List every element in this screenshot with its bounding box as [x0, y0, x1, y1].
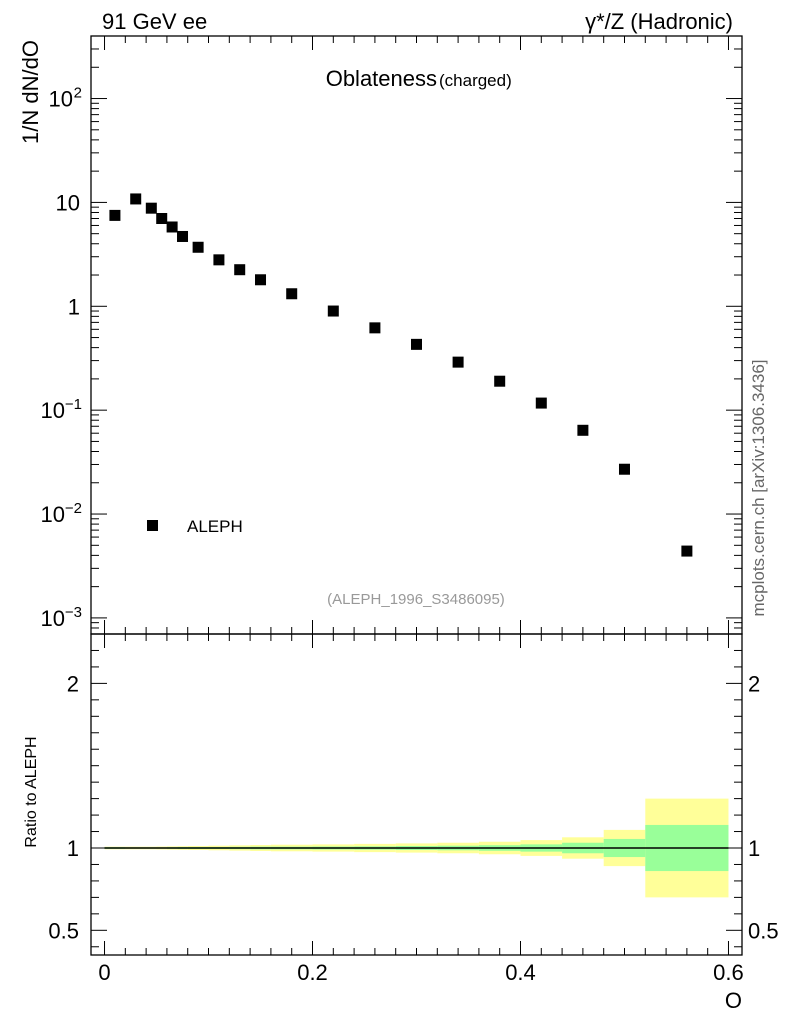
data-point: [145, 202, 157, 214]
header-process: γ*/Z (Hadronic): [585, 9, 733, 34]
main-plot-frame: [90, 35, 743, 635]
y-tick-label: 10: [56, 190, 80, 215]
data-point: [234, 264, 246, 276]
legend-label: ALEPH: [187, 517, 243, 536]
header-energy: 91 GeV ee: [102, 9, 207, 34]
ratio-plot-frame: [90, 633, 743, 956]
plot-subtitle: (charged): [439, 71, 512, 90]
y-tick-label: 10: [41, 502, 65, 527]
y-tick-label: 1: [68, 294, 80, 319]
ratio-axis-title: Ratio to ALEPH: [23, 736, 40, 847]
plot-title: Oblateness: [326, 66, 437, 91]
ratio-plot-axes: 0 0.2 0.4 0.60.5 0.51 12 2: [48, 633, 779, 985]
data-markers: [109, 193, 693, 557]
data-point: [177, 230, 189, 242]
y-tick-label: 10: [49, 87, 73, 112]
x-axis-title: O: [725, 988, 742, 1013]
data-point: [577, 424, 589, 436]
y-tick-exponent: 2: [74, 85, 82, 102]
data-point: [494, 375, 506, 387]
data-point: [327, 305, 339, 317]
y-tick-exponent: −2: [65, 500, 82, 517]
x-tick-label: 0.4: [505, 960, 536, 985]
data-point: [130, 193, 142, 205]
data-point: [192, 241, 204, 253]
data-point: [369, 322, 381, 334]
ratio-tick-label-right: 0.5: [748, 918, 779, 943]
legend-marker: [147, 520, 158, 531]
x-tick-label: 0.6: [713, 960, 744, 985]
data-point: [109, 209, 121, 221]
ratio-tick-label-left: 2: [67, 671, 79, 696]
ratio-tick-label-left: 1: [67, 836, 79, 861]
data-point: [286, 288, 298, 300]
data-point: [535, 397, 547, 409]
analysis-id: (ALEPH_1996_S3486095): [327, 591, 505, 608]
x-tick-label: 0: [98, 960, 110, 985]
ratio-tick-label-right: 1: [748, 836, 760, 861]
y-tick-label: 10: [41, 606, 65, 631]
data-point: [452, 356, 464, 368]
data-point: [681, 545, 693, 557]
side-credit: mcplots.cern.ch [arXiv:1306.3436]: [749, 359, 768, 616]
data-point: [166, 221, 178, 233]
y-tick-exponent: −1: [65, 396, 82, 413]
ratio-tick-label-left: 0.5: [48, 918, 79, 943]
ratio-bands: [104, 798, 729, 898]
x-tick-label: 0.2: [297, 960, 328, 985]
y-tick-exponent: −3: [65, 604, 82, 621]
data-point: [213, 254, 225, 266]
data-point: [255, 274, 267, 286]
y-axis-title: 1/N dN/dO: [18, 40, 43, 144]
data-point: [411, 338, 422, 350]
ratio-plot: 0 0.2 0.4 0.60.5 0.51 12 2 Ratio to ALEPH: [23, 633, 779, 985]
y-tick-label: 10: [41, 398, 65, 423]
ratio-tick-label-right: 2: [748, 671, 760, 696]
data-point: [156, 213, 168, 225]
data-point: [618, 463, 630, 475]
